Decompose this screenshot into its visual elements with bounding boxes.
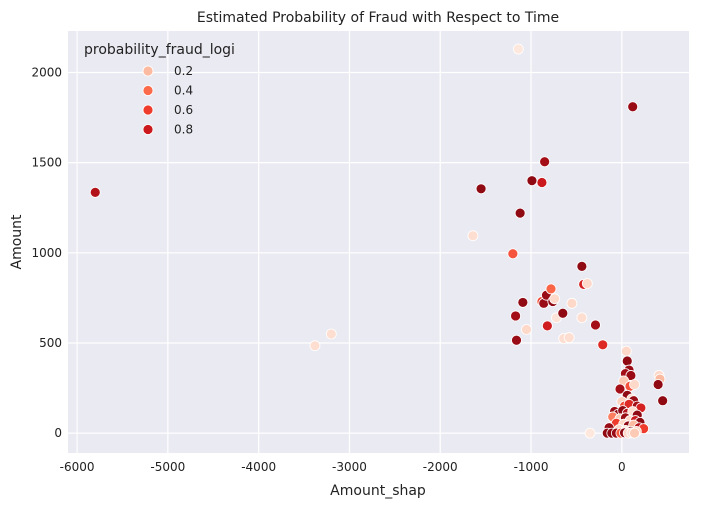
data-point (629, 427, 640, 439)
x-tick-label: -1000 (514, 460, 549, 474)
data-points (89, 43, 669, 439)
data-point (566, 297, 578, 309)
y-tick-label: 2000 (31, 65, 62, 79)
data-point (627, 101, 639, 113)
legend-title: probability_fraud_logi (84, 42, 235, 58)
y-tick-label: 1500 (31, 156, 62, 170)
data-point (507, 248, 519, 260)
chart-title: Estimated Probability of Fraud with Resp… (197, 10, 559, 26)
x-tick-label: -5000 (150, 460, 185, 474)
legend: probability_fraud_logi 0.2 0.4 0.6 0.8 (84, 42, 235, 137)
data-point (549, 293, 561, 305)
x-tick-label: -2000 (423, 460, 458, 474)
data-point (614, 383, 626, 395)
data-point (521, 324, 532, 335)
legend-label: 0.2 (174, 64, 193, 78)
legend-label: 0.4 (174, 84, 193, 98)
data-point (581, 278, 593, 289)
data-point (620, 345, 632, 357)
legend-marker (142, 124, 154, 135)
x-tick-label: 0 (618, 460, 626, 474)
legend-marker (142, 65, 154, 77)
data-point (629, 379, 640, 390)
grid (68, 31, 689, 453)
legend-label: 0.8 (174, 123, 193, 137)
data-point (545, 283, 557, 295)
data-point (576, 260, 588, 272)
tick-labels: -6000 -5000 -4000 -3000 -2000 -1000 0 0 500 1000 1… (31, 65, 625, 474)
y-tick-label: 0 (54, 426, 62, 440)
x-tick-label: -6000 (60, 460, 95, 474)
data-point (510, 310, 521, 322)
data-point (621, 355, 633, 367)
data-point (652, 379, 664, 390)
data-point (517, 297, 529, 308)
data-point (557, 307, 569, 319)
data-point (597, 339, 609, 351)
y-tick-label: 1000 (31, 246, 62, 260)
plot-background (68, 31, 689, 453)
legend-marker (142, 85, 154, 96)
data-point (309, 340, 321, 352)
data-point (325, 328, 337, 340)
legend-label: 0.6 (174, 103, 193, 117)
legend-marker (142, 104, 154, 116)
data-point (511, 334, 522, 346)
data-point (576, 312, 588, 324)
data-point (590, 319, 601, 331)
data-point (584, 427, 596, 439)
data-point (657, 395, 669, 407)
y-tick-label: 500 (39, 336, 62, 350)
data-point (526, 175, 538, 187)
data-point (514, 207, 526, 219)
data-point (467, 230, 479, 242)
x-axis-label: Amount_shap (330, 483, 426, 499)
x-tick-label: -3000 (332, 460, 367, 474)
data-point (512, 43, 524, 55)
data-point (541, 320, 553, 332)
y-axis-label: Amount (9, 214, 25, 270)
data-point (475, 183, 487, 195)
data-point (89, 187, 101, 198)
data-point (539, 156, 551, 168)
data-point (563, 332, 575, 343)
data-point (625, 370, 637, 381)
data-point (536, 177, 548, 188)
x-tick-label: -4000 (241, 460, 276, 474)
